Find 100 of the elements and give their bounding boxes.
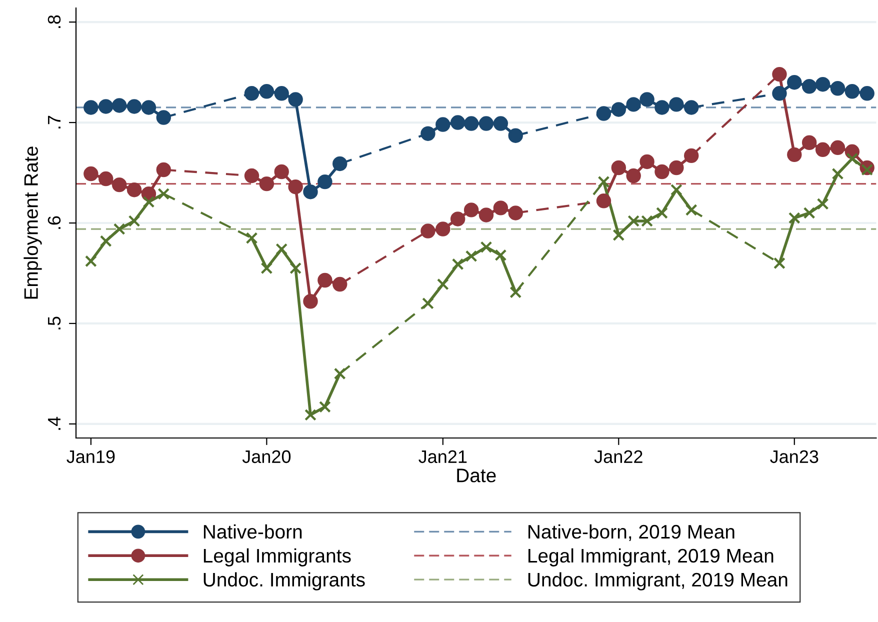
point bbox=[126, 182, 142, 198]
point bbox=[596, 106, 612, 121]
point bbox=[510, 286, 522, 298]
point bbox=[815, 142, 830, 158]
point bbox=[156, 162, 171, 178]
point bbox=[830, 81, 846, 96]
legend-label: Legal Immigrant, 2019 Mean bbox=[528, 548, 774, 566]
x-tick-label: Jan22 bbox=[594, 450, 642, 464]
point bbox=[640, 92, 654, 107]
point bbox=[465, 250, 478, 262]
point bbox=[450, 212, 466, 226]
point bbox=[244, 168, 260, 184]
point bbox=[508, 128, 523, 143]
point bbox=[259, 84, 274, 99]
point bbox=[332, 156, 348, 172]
legend-label: Legal Immigrants bbox=[204, 548, 351, 566]
point bbox=[244, 86, 260, 101]
legend-label: Undoc. Immigrants bbox=[204, 572, 365, 590]
y-tick-label: .8 bbox=[48, 15, 61, 28]
point bbox=[508, 206, 523, 220]
point bbox=[318, 400, 331, 413]
point bbox=[450, 115, 466, 130]
point bbox=[260, 262, 273, 274]
point bbox=[772, 86, 787, 101]
point bbox=[816, 198, 829, 210]
point bbox=[259, 176, 274, 192]
point bbox=[493, 200, 508, 216]
point bbox=[436, 117, 450, 132]
point bbox=[656, 206, 668, 219]
point bbox=[304, 408, 316, 421]
point bbox=[98, 99, 114, 114]
point bbox=[276, 243, 288, 256]
point bbox=[788, 212, 800, 224]
point bbox=[861, 164, 874, 176]
point bbox=[452, 258, 464, 270]
point bbox=[246, 232, 258, 244]
point bbox=[802, 135, 817, 150]
point bbox=[464, 116, 479, 131]
point bbox=[478, 208, 494, 222]
point bbox=[684, 148, 699, 164]
point bbox=[802, 79, 817, 94]
point bbox=[158, 188, 170, 200]
point bbox=[480, 241, 492, 254]
point bbox=[860, 86, 874, 101]
point bbox=[844, 84, 860, 99]
point bbox=[494, 249, 507, 262]
point bbox=[334, 368, 346, 380]
point bbox=[670, 184, 682, 196]
point bbox=[611, 160, 626, 176]
point bbox=[318, 272, 332, 288]
point bbox=[290, 262, 302, 274]
point bbox=[142, 196, 155, 208]
legend-label: Native-born, 2019 Mean bbox=[528, 524, 734, 541]
point bbox=[640, 154, 654, 170]
point bbox=[303, 184, 318, 200]
point bbox=[478, 116, 494, 131]
point bbox=[832, 168, 844, 180]
y-tick-label: .5 bbox=[48, 316, 61, 330]
point bbox=[612, 229, 625, 242]
legend-label: Native-born bbox=[204, 524, 302, 539]
point bbox=[654, 100, 670, 115]
point bbox=[303, 294, 318, 309]
point bbox=[772, 66, 787, 82]
point bbox=[803, 206, 816, 219]
y-tick-label: .6 bbox=[48, 216, 61, 229]
x-tick-label: Jan23 bbox=[770, 450, 818, 464]
point bbox=[684, 100, 699, 115]
point bbox=[156, 110, 171, 125]
point bbox=[436, 222, 450, 236]
point bbox=[420, 126, 436, 141]
x-tick-label: Jan21 bbox=[418, 450, 467, 464]
point bbox=[420, 224, 436, 238]
point bbox=[274, 86, 289, 101]
point bbox=[112, 177, 127, 192]
point bbox=[332, 276, 348, 292]
point bbox=[100, 235, 112, 248]
point bbox=[126, 99, 142, 114]
point bbox=[141, 100, 156, 115]
point bbox=[464, 202, 479, 218]
point bbox=[787, 74, 802, 90]
point bbox=[84, 166, 98, 182]
point bbox=[422, 297, 434, 310]
point bbox=[288, 92, 303, 107]
x-axis-title: Date bbox=[457, 468, 496, 482]
point bbox=[830, 140, 846, 156]
x-tick-label: Jan19 bbox=[66, 450, 115, 464]
point bbox=[685, 204, 698, 216]
y-tick-label: .4 bbox=[48, 416, 60, 430]
point bbox=[626, 168, 641, 184]
point bbox=[598, 176, 610, 188]
x-tick-label: Jan20 bbox=[242, 450, 291, 464]
point bbox=[436, 278, 449, 290]
y-axis-title: Employment Rate bbox=[24, 146, 42, 299]
point bbox=[493, 116, 508, 131]
point bbox=[669, 160, 684, 176]
point bbox=[846, 152, 858, 165]
point bbox=[113, 223, 126, 235]
point bbox=[773, 257, 786, 270]
point bbox=[787, 147, 802, 162]
point bbox=[274, 164, 289, 180]
